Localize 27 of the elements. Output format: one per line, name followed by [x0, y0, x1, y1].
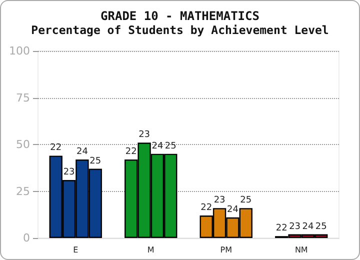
x-tick-label: PM — [220, 246, 232, 254]
y-tick-label: 50 — [16, 138, 30, 151]
series-label: 22 — [50, 143, 62, 154]
text: 25 — [315, 222, 327, 232]
x-tick-label: NM — [294, 246, 308, 254]
series-label: 23 — [63, 168, 75, 178]
text: 23 — [138, 130, 150, 140]
text: 22 — [125, 146, 137, 157]
x-tick-label: E — [73, 246, 78, 254]
text: 23 — [214, 196, 226, 206]
text: 24 — [226, 204, 238, 215]
text: 23 — [289, 222, 301, 232]
x-tick-label: M — [147, 246, 154, 254]
text: 24 — [152, 141, 164, 152]
series-label: 24 — [76, 146, 88, 157]
y-tick-label: 100 — [9, 44, 30, 58]
text: 22 — [200, 203, 212, 214]
y-tick-label: 25 — [16, 184, 30, 198]
chart-title: GRADE 10 - MATHEMATICS — [100, 9, 260, 23]
text: 24 — [302, 222, 314, 232]
chart-subtitle: Percentage of Students by Achievement Level — [31, 23, 329, 37]
text: 25 — [240, 196, 252, 206]
text: 25 — [164, 141, 176, 152]
text: 22 — [276, 224, 288, 234]
y-tick-label: 75 — [16, 91, 30, 104]
y-tick-label: 0 — [23, 232, 30, 244]
series-label: 25 — [90, 156, 102, 166]
